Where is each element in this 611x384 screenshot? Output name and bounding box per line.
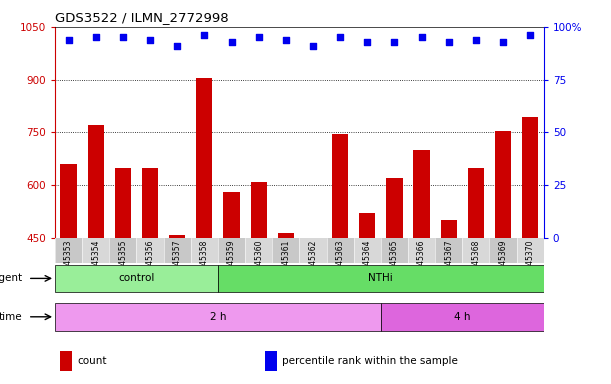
Text: GSM345355: GSM345355 [119,239,127,286]
Point [64,36,73,43]
Bar [169,235,185,238]
Text: GDS3522 / ILMN_2772998: GDS3522 / ILMN_2772998 [55,11,229,24]
Bar [164,238,191,263]
Bar [495,131,511,238]
Text: GSM345358: GSM345358 [200,239,209,286]
Bar [468,168,484,238]
Point [444,39,453,45]
Bar [299,238,326,263]
Text: GSM345367: GSM345367 [444,239,453,286]
Bar [435,238,463,263]
Point [390,39,400,45]
Bar [489,238,517,263]
Bar [142,168,158,238]
Bar [522,117,538,238]
Bar [359,214,375,238]
Point [417,35,426,41]
Text: time: time [0,312,23,322]
Bar [386,178,403,238]
Text: GSM345368: GSM345368 [472,239,480,286]
Text: GSM345365: GSM345365 [390,239,399,286]
Text: GSM345370: GSM345370 [525,239,535,286]
Bar [55,265,218,292]
Bar [55,303,381,331]
Text: percentile rank within the sample: percentile rank within the sample [282,356,458,366]
Bar [218,238,245,263]
Point [145,36,155,43]
Bar [82,238,109,263]
Bar [87,126,104,238]
Text: 2 h: 2 h [210,312,226,322]
Bar [109,238,136,263]
Bar [245,238,273,263]
Bar [517,238,544,263]
Text: GSM345360: GSM345360 [254,239,263,286]
Point [362,39,372,45]
Point [118,35,128,41]
Point [227,39,236,45]
Point [172,43,182,49]
Bar [218,265,544,292]
Point [281,36,291,43]
Bar [354,238,381,263]
Point [199,32,209,38]
Bar [196,78,213,238]
Bar [408,238,435,263]
Text: GSM345354: GSM345354 [91,239,100,286]
Point [308,43,318,49]
Text: GSM345353: GSM345353 [64,239,73,286]
Text: GSM345366: GSM345366 [417,239,426,286]
Bar [326,238,354,263]
Bar [277,233,294,238]
Text: GSM345359: GSM345359 [227,239,236,286]
Bar [191,238,218,263]
Text: count: count [77,356,106,366]
Point [498,39,508,45]
Text: GSM345363: GSM345363 [335,239,345,286]
Bar [265,351,277,371]
Text: GSM345356: GSM345356 [145,239,155,286]
Bar [332,134,348,238]
Bar [273,238,299,263]
Bar [251,182,267,238]
Text: GSM345362: GSM345362 [309,239,318,286]
Text: control: control [119,273,155,283]
Bar [414,150,430,238]
Text: GSM345364: GSM345364 [363,239,371,286]
Bar [381,303,544,331]
Bar [381,238,408,263]
Bar [60,164,77,238]
Text: GSM345357: GSM345357 [173,239,181,286]
Point [471,36,481,43]
Text: GSM345361: GSM345361 [281,239,290,286]
Text: GSM345369: GSM345369 [499,239,508,286]
Point [91,35,101,41]
Bar [115,168,131,238]
Bar [136,238,164,263]
Point [254,35,263,41]
Bar [441,220,457,238]
Text: agent: agent [0,273,23,283]
Bar [55,238,82,263]
Text: NTHi: NTHi [368,273,393,283]
Point [335,35,345,41]
Bar [463,238,489,263]
Text: 4 h: 4 h [454,312,470,322]
Bar [60,351,72,371]
Point [525,32,535,38]
Bar [224,192,240,238]
